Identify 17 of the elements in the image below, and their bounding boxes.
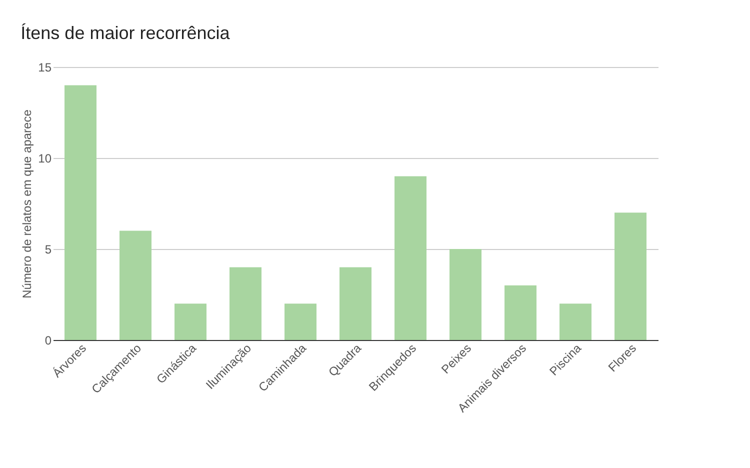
y-axis-title: Número de relatos em que aparece: [20, 109, 34, 298]
bar: [284, 304, 316, 340]
bar: [394, 176, 426, 340]
bar: [450, 249, 482, 340]
bar: [64, 85, 96, 340]
bar: [230, 267, 262, 340]
chart-title: Ítens de maior recorrência: [20, 23, 231, 43]
y-tick-label: 0: [44, 334, 52, 348]
bar: [560, 304, 592, 340]
bar: [340, 267, 372, 340]
bar: [614, 212, 646, 340]
bar: [174, 304, 206, 340]
y-tick-label: 10: [38, 152, 52, 166]
y-tick-label: 5: [44, 242, 52, 256]
y-tick-label: 15: [38, 60, 52, 74]
bar: [504, 285, 536, 340]
bar: [120, 230, 152, 340]
